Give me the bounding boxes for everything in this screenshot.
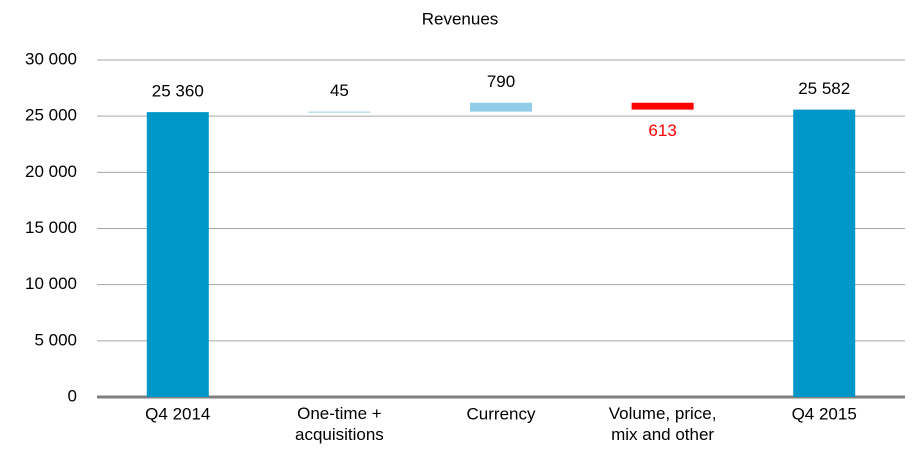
- y-tick-label: 0: [68, 386, 77, 405]
- y-tick-label: 15 000: [25, 218, 77, 237]
- y-tick-label: 10 000: [25, 274, 77, 293]
- value-label: 45: [330, 81, 349, 100]
- value-label: 25 582: [798, 79, 850, 98]
- y-tick-label: 20 000: [25, 162, 77, 181]
- bar: [308, 111, 371, 113]
- bar: [470, 102, 532, 112]
- chart-title: Revenues: [422, 9, 499, 28]
- x-tick-label: Q4 2014: [145, 404, 210, 423]
- x-tick-label: Currency: [467, 404, 536, 423]
- value-label: 613: [648, 121, 676, 140]
- bar: [146, 112, 209, 397]
- bar: [793, 109, 856, 397]
- value-label: 790: [487, 72, 515, 91]
- value-label: 25 360: [152, 82, 204, 101]
- x-tick-label: Volume, price, mix and other: [609, 404, 717, 444]
- bar: [631, 102, 694, 110]
- y-tick-label: 5 000: [34, 330, 77, 349]
- x-tick-label: Q4 2015: [792, 404, 857, 423]
- y-tick-label: 25 000: [25, 106, 77, 125]
- x-tick-label: One-time + acquisitions: [295, 404, 384, 444]
- y-tick-label: 30 000: [25, 49, 77, 68]
